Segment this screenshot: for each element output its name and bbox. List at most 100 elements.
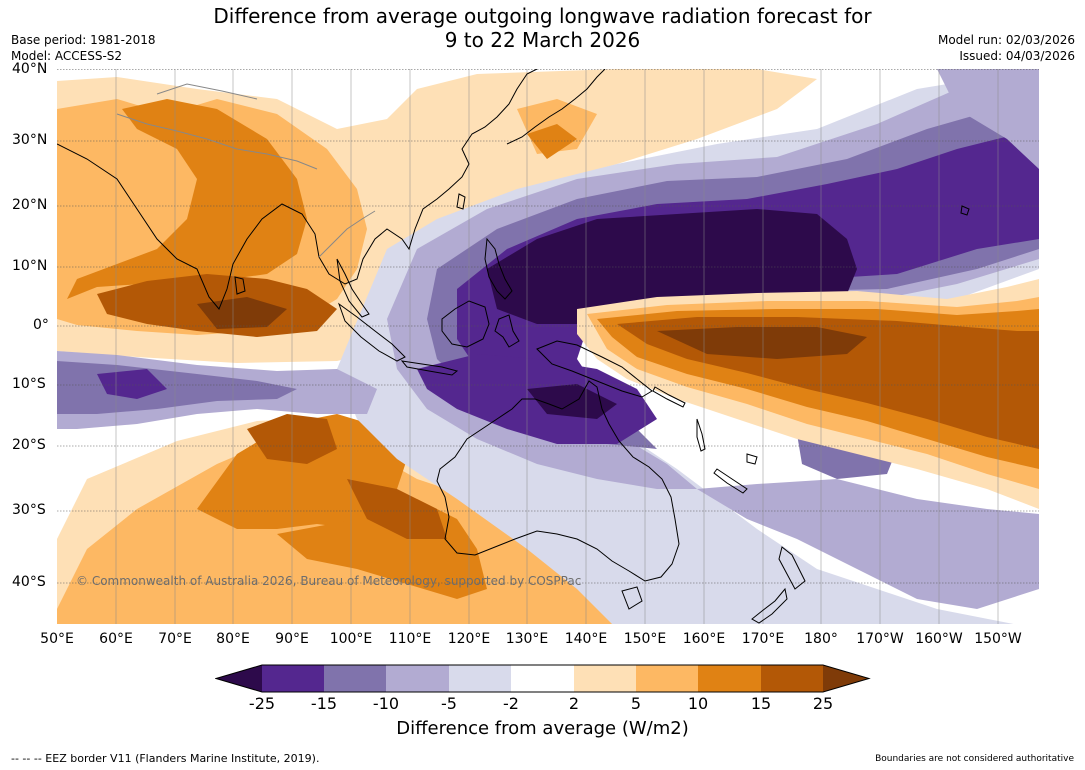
colorbar-bin-plus10-plus15 <box>698 665 761 692</box>
lon-label-110e: 110°E <box>388 631 432 647</box>
lon-label-150e: 150°E <box>623 631 667 647</box>
model-info: Base period: 1981-2018 Model: ACCESS-S2 <box>11 32 156 64</box>
colorbar-bin-plus15-plus25 <box>761 665 823 692</box>
lon-label-150w: 150°W <box>974 631 1022 647</box>
coastline-malay-peninsula <box>336 258 370 318</box>
colorbar-tick-plus5: 5 <box>630 694 642 713</box>
colorbar-bin-minus15-minus10 <box>324 665 386 692</box>
lon-label-100e: 100°E <box>329 631 373 647</box>
lon-label-170e: 170°E <box>741 631 785 647</box>
coastline-sulawesi <box>494 314 520 348</box>
lon-label-180: 180° <box>804 631 838 647</box>
coastline-taiwan <box>456 193 466 210</box>
lon-label-160e: 160°E <box>682 631 726 647</box>
lon-label-90e: 90°E <box>275 631 309 647</box>
colorbar-tick-plus10: 10 <box>687 694 709 713</box>
colorbar-bin-neutral <box>511 665 574 692</box>
contour-pos-10-south <box>197 414 407 529</box>
colorbar-title: Difference from average (W/m2) <box>396 718 689 739</box>
copyright-watermark: © Commonwealth of Australia 2026, Bureau… <box>76 574 582 588</box>
colorbar-bin-plus2-plus5 <box>574 665 636 692</box>
model-name-text: Model: ACCESS-S2 <box>11 49 123 63</box>
coastline-sumatra <box>337 302 406 362</box>
lat-label-10n: 10°N <box>12 258 48 274</box>
colorbar-tick-minus5: -5 <box>441 694 457 713</box>
lat-label-30s: 30°S <box>12 502 46 518</box>
base-period-text: Base period: 1981-2018 <box>11 33 156 47</box>
coastlines <box>57 69 970 624</box>
meridians <box>115 69 999 624</box>
lat-label-equator: 0° <box>33 317 49 333</box>
title-line-1: Difference from average outgoing longwav… <box>213 4 872 28</box>
coastline-hawaii <box>960 205 970 216</box>
lat-label-20s: 20°S <box>12 437 46 453</box>
coastline-australia <box>436 380 680 582</box>
lon-label-70e: 70°E <box>158 631 192 647</box>
contour-pos-max-pacific-band <box>657 327 867 359</box>
coastline-borneo <box>441 300 490 348</box>
colorbar-tick-minus10: -10 <box>372 694 400 713</box>
colorbar-extend-min <box>216 665 262 692</box>
coastline-sri-lanka <box>234 276 246 295</box>
contour-neg-15-indian-ocean <box>97 369 167 399</box>
issued-date-text: Issued: 04/03/2026 <box>959 49 1075 63</box>
colorbar-extend-max <box>823 665 869 692</box>
colorbar-tick-minus15: -15 <box>310 694 338 713</box>
lon-label-130e: 130°E <box>505 631 549 647</box>
colorbar-bin-minus5-minus2 <box>449 665 511 692</box>
coastline-asia-mainland <box>57 69 538 310</box>
boundaries-disclaimer: Boundaries are not considered authoritat… <box>875 754 1074 764</box>
country-borders <box>116 83 376 258</box>
contour-neg-25-north-australia <box>527 384 617 419</box>
colorbar <box>215 664 871 693</box>
coastline-solomon-islands <box>652 386 686 408</box>
coastline-new-guinea <box>536 340 653 398</box>
lat-label-40s: 40°S <box>12 574 46 590</box>
lat-label-30n: 30°N <box>12 132 48 148</box>
colorbar-bins <box>216 665 869 692</box>
border-himalaya <box>116 113 318 170</box>
coastline-new-zealand-north <box>778 546 806 590</box>
map-title: Difference from average outgoing longwav… <box>0 4 1085 52</box>
colorbar-tick-plus15: 15 <box>750 694 772 713</box>
coastline-philippines <box>484 237 513 300</box>
lat-label-20n: 20°N <box>12 197 48 213</box>
lon-label-160w: 160°W <box>915 631 963 647</box>
model-run-text: Model run: 02/03/2026 <box>937 33 1075 47</box>
colorbar-tick-plus2: 2 <box>568 694 580 713</box>
border-china-west <box>156 83 258 100</box>
eez-border-legend: -- -- -- EEZ border V11 (Flanders Marine… <box>11 752 320 765</box>
contour-pos-10-india <box>67 99 307 299</box>
lon-label-60e: 60°E <box>99 631 133 647</box>
contour-pos-15-south-west-aus <box>347 479 447 539</box>
coastline-fiji <box>746 453 758 465</box>
colorbar-outline <box>215 664 871 693</box>
coastline-tasmania <box>621 586 643 610</box>
colorbar-tick-minus25: -25 <box>248 694 276 713</box>
colorbar-tick-minus2: -2 <box>503 694 519 713</box>
contour-pos-10-japan <box>527 124 577 159</box>
lon-label-140e: 140°E <box>564 631 608 647</box>
contour-layers <box>57 69 1039 624</box>
title-line-2: 9 to 22 March 2026 <box>444 28 641 52</box>
coastline-vanuatu <box>696 418 706 452</box>
lat-label-10s: 10°S <box>12 376 46 392</box>
colorbar-bin-minus10-minus5 <box>386 665 449 692</box>
contour-neg-5-south-pacific <box>697 479 1039 609</box>
run-info: Model run: 02/03/2026 Issued: 04/03/2026 <box>938 32 1075 64</box>
coastline-java <box>400 360 459 376</box>
lon-label-170w: 170°W <box>856 631 904 647</box>
contour-neg-5-east-pacific-north <box>937 69 1039 169</box>
lon-label-120e: 120°E <box>447 631 491 647</box>
olr-anomaly-map[interactable] <box>57 69 1039 624</box>
colorbar-tick-plus25: 25 <box>812 694 834 713</box>
lon-label-80e: 80°E <box>216 631 250 647</box>
colorbar-bin-plus5-plus10 <box>636 665 698 692</box>
contour-pos-25-bay <box>197 297 287 329</box>
coastline-japan <box>506 69 606 145</box>
colorbar-bin-minus25-minus15 <box>262 665 324 692</box>
coastline-new-caledonia <box>713 468 748 494</box>
border-indochina <box>318 210 376 258</box>
lon-label-50e: 50°E <box>40 631 74 647</box>
coastline-new-zealand-south <box>751 587 788 624</box>
